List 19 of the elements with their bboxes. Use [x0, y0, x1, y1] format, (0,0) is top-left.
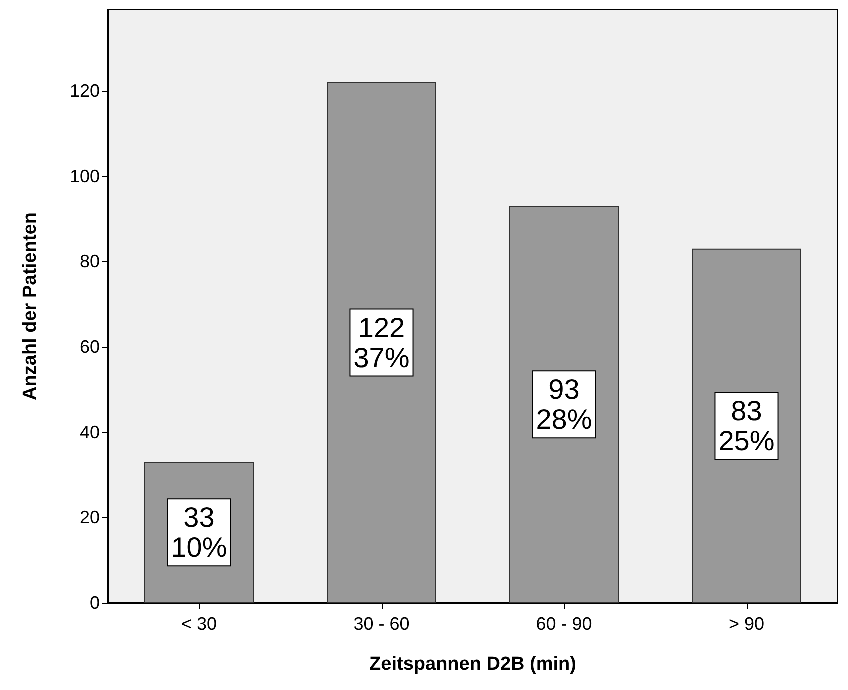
bar [327, 82, 436, 603]
y-axis-title: Anzahl der Patienten [20, 212, 41, 400]
y-tick-label: 40 [80, 422, 100, 442]
x-tick-label: 60 - 90 [536, 614, 592, 634]
x-tick-label: 30 - 60 [354, 614, 410, 634]
y-tick-label: 120 [70, 81, 100, 102]
x-axis-title: Zeitspannen D2B (min) [370, 654, 576, 675]
y-tick-label: 80 [80, 252, 100, 272]
y-tick-label: 60 [80, 337, 100, 358]
y-tick-label: 20 [80, 508, 100, 528]
y-tick-label: 100 [70, 166, 100, 186]
data-label: 83 25% [718, 395, 775, 456]
data-label: 122 37% [354, 312, 410, 374]
y-tick-label: 0 [90, 593, 100, 613]
data-label: 33 10% [171, 502, 228, 564]
data-label: 93 28% [536, 374, 592, 436]
bar [510, 206, 619, 603]
x-tick-label: < 30 [181, 614, 218, 634]
x-tick-label: > 90 [728, 614, 765, 634]
